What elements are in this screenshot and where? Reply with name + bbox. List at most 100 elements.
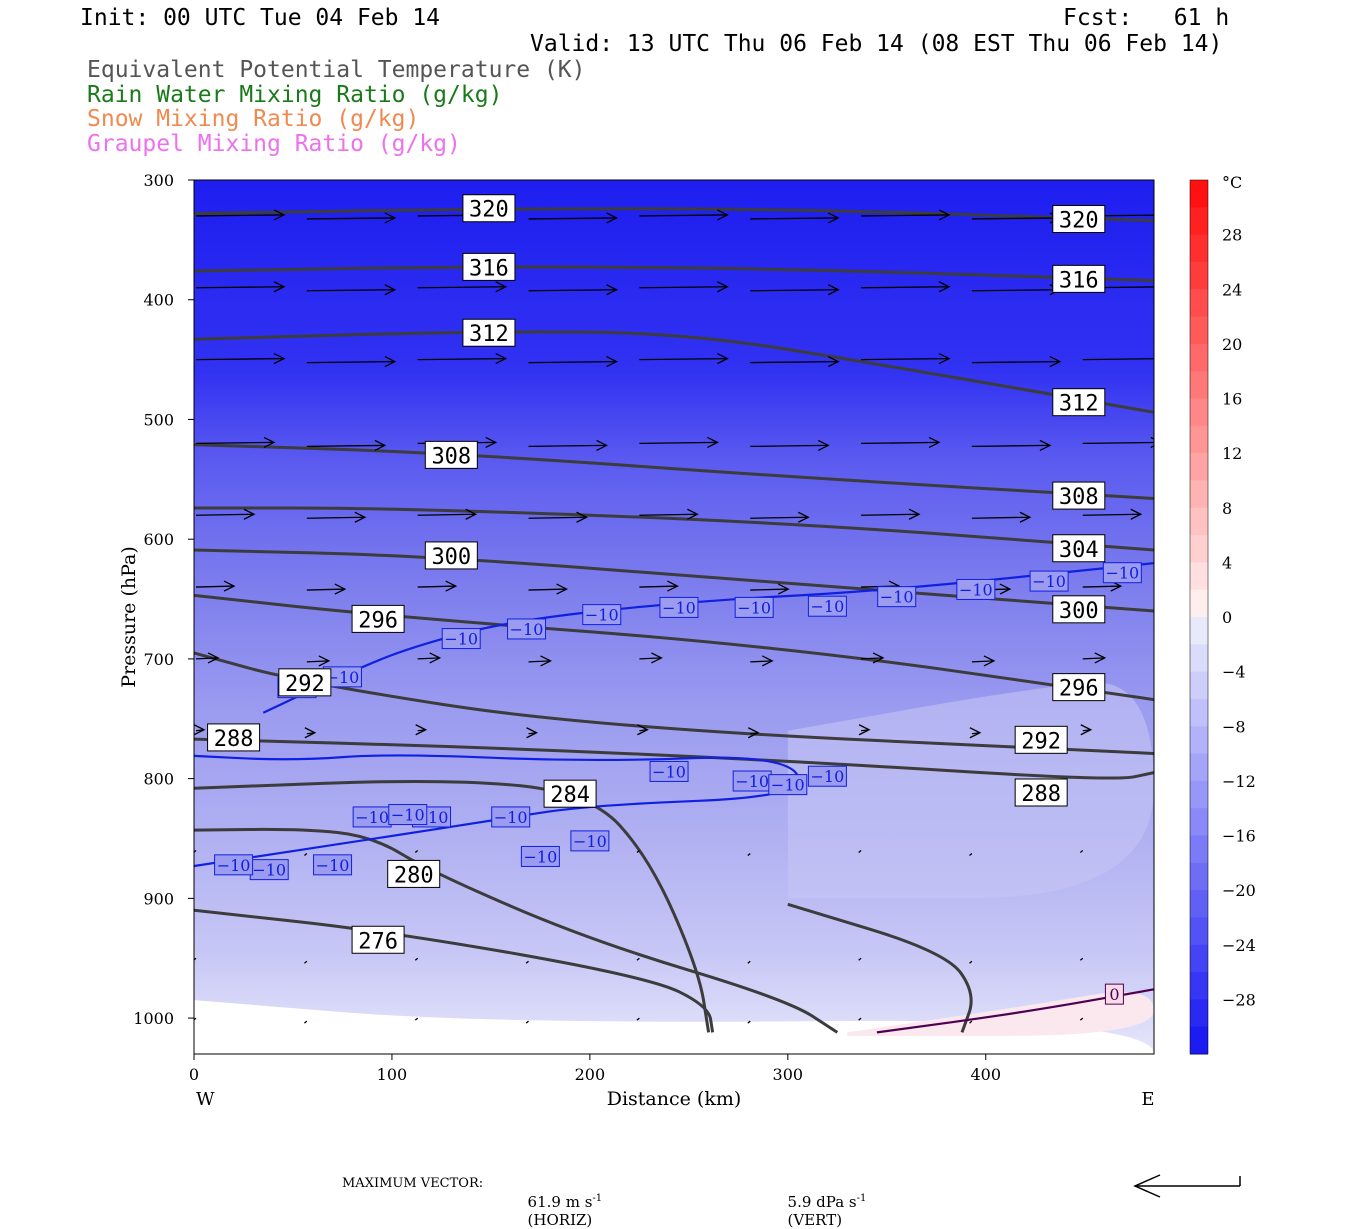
colorbar-bin (1190, 371, 1208, 399)
theta-label-box (1052, 481, 1106, 510)
temp-label: −10 (771, 776, 805, 795)
wind-vector (639, 286, 728, 289)
wind-vector-head (747, 727, 760, 739)
legend-rain: Rain Water Mixing Ratio (g/kg) (87, 82, 503, 108)
wind-vector-head (540, 655, 552, 667)
temp-label-box (491, 806, 531, 828)
wind-vector-head (827, 212, 840, 224)
temp-label: 0 (1109, 985, 1119, 1004)
wind-vector (528, 444, 607, 448)
theta-e-contour-304 (194, 506, 1154, 552)
valid-time: Valid: 13 UTC Thu 06 Feb 14 (08 EST Thu … (530, 31, 1223, 57)
temp-label-box (582, 604, 622, 626)
wind-vector-head (777, 583, 790, 595)
wind-vector (747, 960, 751, 964)
y-tick-label: 800 (143, 770, 174, 789)
temp-label-box (520, 845, 560, 867)
temp-label-box (313, 854, 353, 876)
wind-vector (417, 357, 506, 361)
wind-vector-head (429, 652, 442, 664)
colorbar-bin (1190, 862, 1208, 891)
y-tick-label: 400 (143, 291, 174, 310)
wind-vector (306, 217, 395, 220)
theta-label: 308 (431, 444, 471, 469)
wind-vector (414, 849, 419, 853)
vert-unit: (VERT) (787, 1211, 843, 1229)
theta-label: 312 (469, 322, 509, 347)
wind-vector (414, 957, 419, 961)
theta-label: 292 (1021, 729, 1061, 754)
wind-vector (195, 441, 275, 445)
theta-e-contour-320 (194, 207, 1154, 223)
wind-vector (861, 214, 950, 217)
wind-vector (858, 957, 862, 961)
wind-vector-head (243, 508, 256, 520)
temp-label-box (570, 830, 610, 852)
wind-vector-head (485, 436, 498, 448)
theta-label: 276 (358, 929, 398, 954)
wind-vector-head (938, 209, 951, 221)
temp-label: −10 (444, 630, 478, 649)
theta-label-box (278, 668, 332, 697)
y-tick-label: 1000 (133, 1009, 174, 1028)
wind-vector-head (194, 724, 206, 736)
x-tick-label: 400 (970, 1065, 1001, 1084)
theta-label-box (424, 440, 478, 469)
wind-vector (971, 660, 994, 663)
theta-label-box (351, 925, 405, 954)
wind-vector (971, 444, 1050, 448)
wind-vector (636, 957, 640, 961)
wind-vector (195, 214, 285, 217)
wind-vector-head (817, 439, 830, 451)
contour-labels: −10−10−10 −10 −10 −10−10 −10 −10 −10−10−10 −10−… (207, 194, 1142, 1005)
x-tick-label: 100 (377, 1065, 408, 1084)
theta-label: 284 (550, 783, 590, 808)
temp-label: −10 (355, 808, 389, 827)
theta-label: 280 (394, 863, 434, 888)
colorbar-tick-label: 28 (1222, 226, 1242, 245)
wind-vector-head (556, 583, 568, 595)
theta-label-box (1052, 673, 1106, 702)
wind-vector-head (495, 281, 508, 293)
wind-vector (417, 585, 456, 588)
wind-vector (306, 444, 385, 448)
wind-vector (195, 657, 219, 660)
axes: 300 400 500 600 700 800 900 1000 0 100 200 300 400 Di… (118, 171, 1155, 1110)
temp-label-box (1029, 570, 1069, 592)
colorbar-bin (1190, 316, 1208, 345)
wind-vector (750, 516, 809, 519)
colorbar-bin (1190, 343, 1208, 372)
theta-label-box (462, 252, 516, 281)
temp-label-box (956, 578, 996, 600)
colorbar-bin (1190, 972, 1208, 1000)
wind-vector (639, 214, 728, 217)
temp-label-box (388, 804, 428, 826)
wind-vector-head (1039, 439, 1052, 451)
theta-label-box (1052, 205, 1106, 234)
wind-vector-head (304, 727, 317, 739)
wind-vector (1082, 513, 1141, 516)
temp-label: −10 (737, 598, 771, 617)
colorbar-bin (1190, 562, 1208, 591)
y-tick-label: 700 (143, 650, 174, 669)
colorbar-unit: °C (1222, 173, 1242, 192)
temp-contour-2 (876, 988, 1154, 1034)
colorbar-tick-label: 4 (1222, 553, 1232, 572)
wind-vector (639, 357, 728, 361)
wind-vector-head (207, 652, 220, 664)
wind-vector-head (263, 436, 276, 448)
temp-label-box (1102, 562, 1142, 584)
colorbar-bin (1190, 644, 1208, 673)
temp-label: −10 (652, 762, 686, 781)
y-axis-label: Pressure (hPa) (118, 546, 140, 688)
east-label: E (1141, 1089, 1154, 1110)
colorbar-bin (1190, 726, 1208, 755)
wind-vector (971, 516, 1030, 519)
wind-vector (304, 852, 308, 856)
theta-e-contour-272 (787, 902, 973, 1033)
wind-vector-head (526, 727, 538, 739)
wind-vector-head (374, 439, 387, 451)
colorbar-tick-label: 24 (1222, 280, 1242, 299)
colorbar-tick-label: 20 (1222, 335, 1242, 354)
wind-vector (195, 357, 285, 361)
